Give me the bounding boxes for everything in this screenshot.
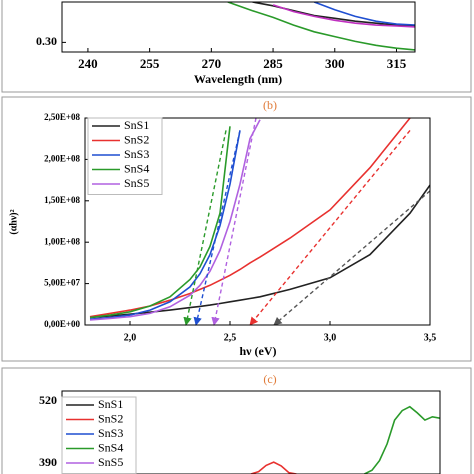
legend-label: SnS5 [124,176,149,190]
x-tick-label: 3,5 [424,332,437,343]
legend-label: SnS4 [124,161,149,175]
tangent-arrow [193,130,241,326]
panel-frame [1,96,472,362]
x-tick-label: 285 [263,56,283,71]
series-line [272,4,415,28]
plot-frame [61,1,416,53]
y-tick-label: 1,50E+08 [44,195,80,205]
y-tick-label: 2,00E+08 [44,153,80,163]
x-tick-label: 270 [202,56,222,71]
tangent-arrow [273,190,431,326]
x-axis-label: Wavelength (nm) [194,72,282,86]
series-line [89,126,231,319]
x-axis-label: hν (eV) [239,344,276,358]
tangent-arrow [249,129,411,326]
tangent-arrow [183,130,227,326]
plot-area [250,405,440,474]
legend-label: SnS3 [98,426,123,440]
plot-area [227,2,415,51]
legend-label: SnS3 [124,147,149,161]
x-tick-label: 3,0 [324,332,337,343]
y-axis-label: (αhν)² [8,209,19,234]
legend-box [87,117,163,195]
legend-label: SnS2 [124,132,149,146]
panel-label: (b) [263,98,277,112]
series-line [250,461,297,474]
series-line [364,405,440,474]
series-line [89,119,261,321]
y-tick-label: 1,00E+08 [44,236,80,246]
plot-area [89,118,430,321]
legend-label: SnS5 [98,455,123,469]
series-line [89,130,241,320]
plot-frame [84,117,431,326]
x-tick-label: 2,5 [224,332,237,343]
series-line [227,2,415,51]
x-tick-label: 255 [140,56,160,71]
x-tick-label: 2,0 [124,332,137,343]
y-tick-label: 2,50E+08 [44,112,80,122]
series-line [89,184,430,319]
x-tick-label: 300 [325,56,345,71]
y-tick-label: 520 [39,393,57,407]
y-tick-label: 0,00E+00 [44,319,80,329]
panel-frame [1,367,472,474]
legend-label: SnS4 [98,440,123,454]
series-line [313,2,415,26]
y-tick-label: 0.30 [36,34,57,48]
panel-frame [1,0,472,93]
tangent-arrow [211,117,257,326]
legend-label: SnS1 [98,397,123,411]
y-tick-label: 390 [39,455,57,469]
y-tick-label: 5,00E+07 [44,278,80,288]
x-tick-label: 240 [78,56,98,71]
legend-label: SnS2 [98,411,123,425]
x-tick-label: 315 [387,56,407,71]
panel-label: (c) [263,372,276,386]
legend-label: SnS1 [124,118,149,132]
legend-box [61,396,137,474]
